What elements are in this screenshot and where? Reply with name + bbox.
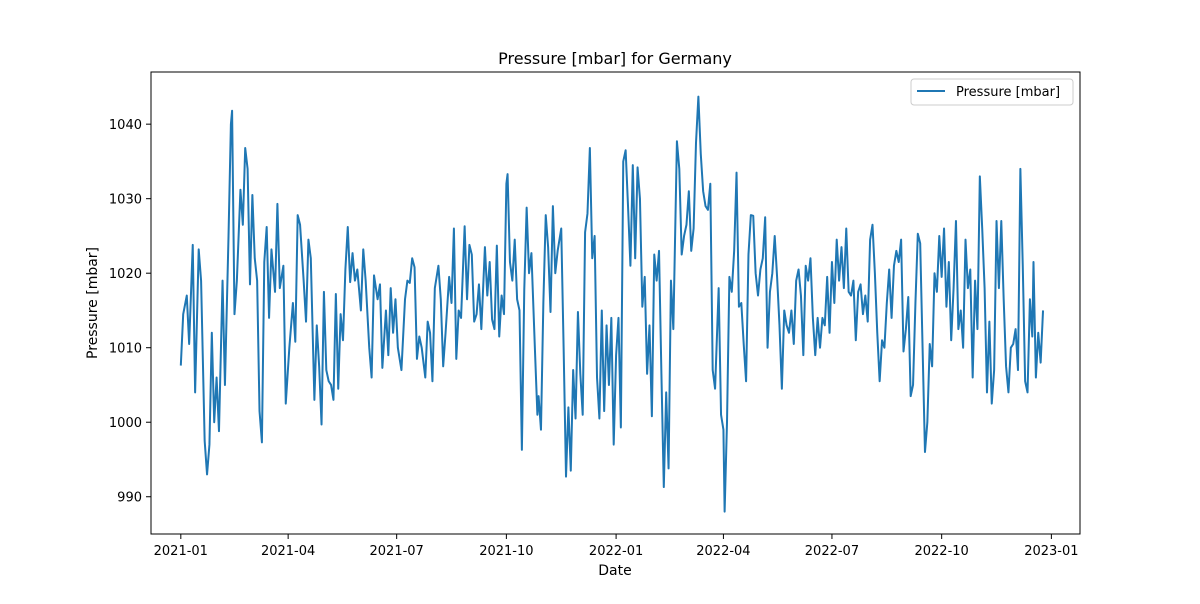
y-axis-label: Pressure [mbar]: [85, 247, 101, 359]
y-tick-label: 990: [117, 491, 142, 506]
x-tick-label: 2021-01: [154, 544, 208, 559]
plot-area: [179, 95, 1045, 513]
legend-entry-pressure: Pressure [mbar]: [956, 85, 1060, 100]
x-tick-label: 2022-04: [696, 544, 750, 559]
y-tick-label: 1020: [109, 267, 142, 282]
x-tick-label: 2022-01: [589, 544, 643, 559]
legend: Pressure [mbar]: [910, 78, 1074, 106]
x-tick-label: 2023-01: [1024, 544, 1078, 559]
plot-frame: [150, 71, 1081, 535]
chart-title: Pressure [mbar] for Germany: [498, 49, 732, 68]
y-tick-label: 1030: [109, 193, 142, 208]
x-tick-label: 2022-10: [914, 544, 968, 559]
series-line-pressure: [179, 95, 1045, 513]
x-axis-label: Date: [598, 563, 631, 579]
x-tick-label: 2021-10: [479, 544, 533, 559]
y-axis: 990 1000 1010 1020 1030 1040: [109, 118, 151, 506]
legend-box: [910, 78, 1074, 106]
y-tick-label: 1040: [109, 118, 142, 133]
y-tick-label: 1000: [109, 416, 142, 431]
x-tick-label: 2021-07: [370, 544, 424, 559]
x-axis: 2021-01 2021-04 2021-07 2021-10 2022-01 2022-…: [154, 534, 1079, 559]
y-tick-label: 1010: [109, 342, 142, 357]
x-tick-label: 2021-04: [261, 544, 315, 559]
x-tick-label: 2022-07: [805, 544, 859, 559]
